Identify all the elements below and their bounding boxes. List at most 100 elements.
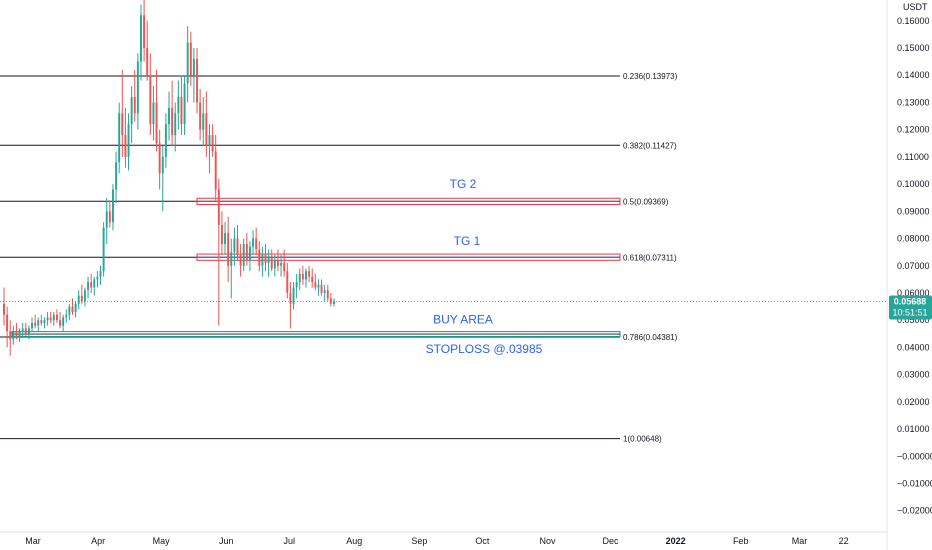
candle-body: [90, 282, 93, 288]
candle-body: [192, 58, 195, 76]
y-tick-label: 0.06000: [897, 288, 930, 298]
candle-body: [208, 135, 211, 146]
y-tick-label: 0.12000: [897, 125, 930, 135]
candle-body: [68, 306, 71, 315]
candle-body: [46, 317, 49, 321]
candle-body: [164, 124, 167, 157]
candle-body: [149, 75, 152, 125]
candle-body: [273, 260, 276, 269]
y-tick-label: −0.01000: [897, 479, 932, 489]
candle-body: [49, 317, 52, 321]
annotations[interactable]: TG 2 TG 1 BUY AREA STOPLOSS @.03985: [426, 177, 543, 356]
candle-body: [326, 290, 329, 299]
candle-body: [242, 243, 245, 266]
candle-body: [158, 143, 161, 174]
y-tick-label: 0.13000: [897, 97, 930, 107]
candle-body: [80, 295, 83, 302]
candle-body: [118, 113, 121, 163]
candle-body: [124, 135, 127, 157]
candle-body: [105, 211, 108, 228]
candle-body: [189, 42, 192, 76]
candle-body: [34, 322, 37, 326]
candle-body: [305, 271, 307, 280]
y-tick-label: 0.04000: [897, 342, 930, 352]
x-tick-label: Jun: [219, 536, 234, 546]
x-tick-label: Mar: [792, 536, 808, 546]
candle-body: [230, 252, 233, 266]
candle-body: [127, 124, 130, 157]
candle-body: [205, 113, 208, 146]
tg2-label[interactable]: TG 2: [450, 177, 477, 191]
candle-body: [308, 271, 311, 277]
y-tick-label: −0.02000: [897, 506, 932, 516]
candle-body: [236, 238, 239, 255]
buy-area-label[interactable]: BUY AREA: [433, 312, 493, 326]
candle-body: [143, 15, 146, 49]
target-zones[interactable]: [11, 197, 621, 338]
x-tick-label: May: [153, 536, 171, 546]
candle-body: [59, 320, 62, 326]
candle-body: [196, 58, 198, 103]
candle-body: [171, 107, 174, 136]
candle-body: [298, 273, 301, 283]
x-tick-label: Mar: [25, 536, 41, 546]
candle-body: [130, 96, 133, 125]
candle-body: [264, 254, 267, 264]
y-tick-label: 0.07000: [897, 261, 930, 271]
candle-body: [93, 279, 96, 288]
candle-body: [121, 113, 124, 136]
y-tick-label: 0.15000: [897, 43, 930, 53]
y-tick-label: 0.05000: [897, 315, 930, 325]
candle-body: [77, 295, 80, 304]
x-tick-label: Nov: [539, 536, 556, 546]
tg1-label[interactable]: TG 1: [454, 234, 481, 248]
x-tick-label: Sep: [411, 536, 427, 546]
candle-body: [161, 156, 164, 174]
candle-body: [220, 224, 223, 244]
candle-body: [333, 301, 335, 304]
candle-body: [283, 263, 286, 272]
candle-body: [314, 282, 317, 288]
candle-body: [180, 96, 183, 125]
candle-body: [31, 322, 33, 329]
candle-body: [37, 320, 40, 326]
candle-body: [24, 328, 27, 334]
candle-body: [217, 189, 220, 225]
candle-body: [27, 328, 30, 334]
candle-body: [214, 151, 217, 190]
candle-body: [292, 287, 295, 304]
y-tick-label: 0.10000: [897, 179, 930, 189]
x-tick-label: 2022: [666, 536, 686, 546]
y-tick-label: 0.16000: [897, 16, 930, 26]
x-tick-labels: Mar Apr May Jun Jul Aug Sep Oct Nov Dec 2022 Feb Mar…: [25, 536, 848, 546]
fib-label: 0.5(0.09369): [623, 197, 669, 206]
last-price-tag: 0.05688 10:51:51: [889, 295, 932, 320]
candle-body: [152, 102, 155, 125]
candle-body: [18, 331, 21, 337]
candle-body: [168, 107, 170, 125]
candle-body: [136, 61, 139, 114]
candle-body: [301, 273, 304, 280]
x-tick-label: 22: [839, 536, 849, 546]
candle-body: [43, 320, 46, 323]
fib-label: 0.618(0.07311): [623, 253, 677, 262]
y-tick-label: 0.14000: [897, 70, 930, 80]
candle-body: [320, 284, 323, 293]
candle-body: [239, 254, 242, 266]
candle-body: [276, 260, 279, 266]
candle-body: [62, 317, 65, 326]
stoploss-label[interactable]: STOPLOSS @.03985: [426, 342, 543, 356]
candle-body: [211, 135, 214, 152]
candle-body: [55, 314, 58, 321]
candle-body: [233, 238, 236, 253]
price-axis[interactable]: USDT 0.16000 0.15000 0.14000 0.13000 0.12000…: [886, 0, 932, 550]
candle-body: [252, 238, 255, 247]
candle-body: [102, 227, 105, 272]
y-tick-label: 0.08000: [897, 234, 930, 244]
time-axis[interactable]: Mar Apr May Jun Jul Aug Sep Oct Nov Dec 2022 Feb Mar…: [0, 531, 887, 546]
candle-body: [155, 102, 158, 144]
candle-body: [140, 15, 142, 62]
